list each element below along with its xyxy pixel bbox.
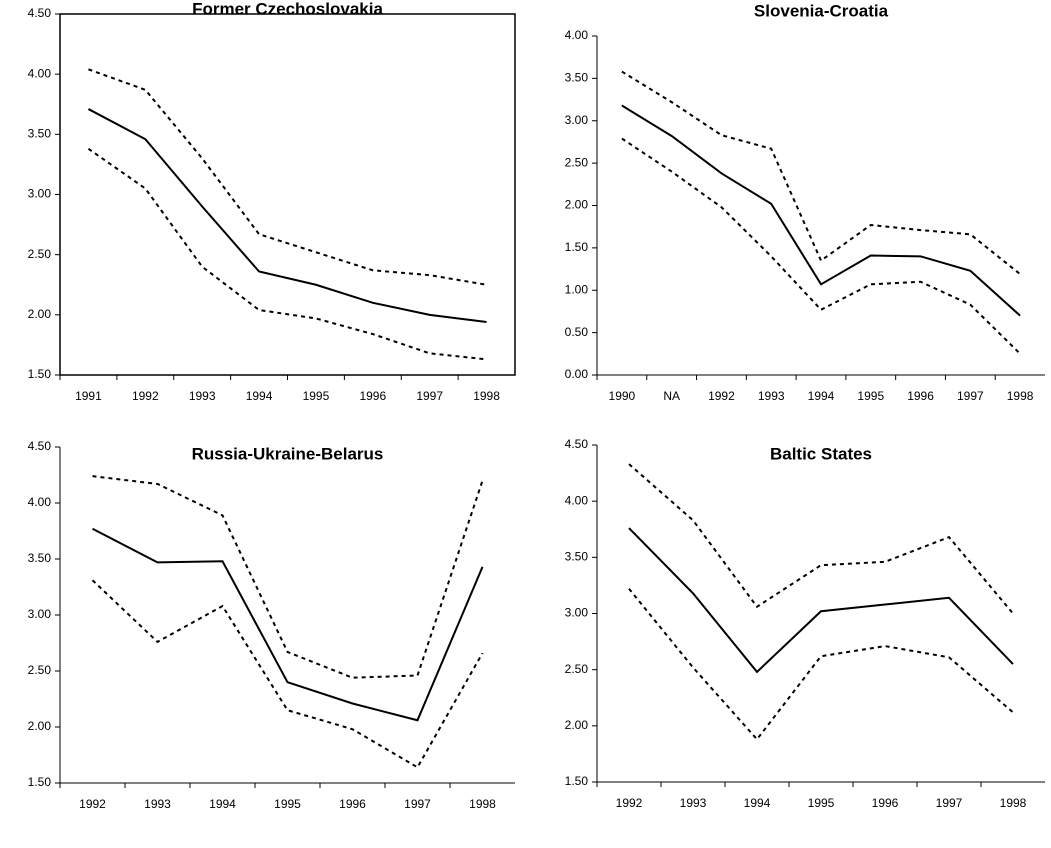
- x-tick-label: 1998: [469, 797, 496, 811]
- y-tick-label: 2.00: [565, 198, 589, 212]
- x-tick-label: 1991: [75, 389, 102, 403]
- x-tick-label: 1997: [416, 389, 443, 403]
- x-tick-label: 1992: [616, 796, 643, 810]
- y-tick-label: 2.00: [28, 719, 52, 733]
- y-tick-label: 3.50: [565, 550, 589, 564]
- y-tick-label: 2.50: [565, 155, 589, 169]
- y-tick-label: 4.00: [28, 66, 52, 80]
- y-tick-label: 1.50: [28, 367, 52, 381]
- y-tick-label: 3.00: [28, 187, 52, 201]
- x-tick-label: 1997: [936, 796, 963, 810]
- chart-title: Slovenia-Croatia: [754, 1, 889, 20]
- series-line: [628, 463, 1014, 615]
- y-tick-label: 2.50: [28, 247, 52, 261]
- x-tick-label: 1994: [246, 389, 273, 403]
- x-tick-label: 1996: [907, 389, 934, 403]
- y-tick-label: 4.50: [28, 6, 52, 20]
- y-tick-label: 3.00: [565, 113, 589, 127]
- y-tick-label: 3.50: [28, 551, 52, 565]
- series-line: [621, 70, 1021, 275]
- y-tick-label: 2.50: [565, 662, 589, 676]
- x-tick-label: NA: [663, 389, 680, 403]
- series-line: [621, 137, 1021, 355]
- x-tick-label: 1998: [1000, 796, 1027, 810]
- x-tick-label: 1998: [473, 389, 500, 403]
- series-line: [88, 68, 487, 286]
- y-tick-label: 4.00: [565, 493, 589, 507]
- series-line: [87, 108, 487, 324]
- y-tick-label: 4.00: [565, 28, 589, 42]
- x-tick-label: 1997: [957, 389, 984, 403]
- y-tick-label: 3.50: [28, 127, 52, 141]
- y-tick-label: 2.00: [28, 307, 52, 321]
- y-tick-label: 1.50: [28, 775, 52, 789]
- series-line: [92, 527, 484, 722]
- y-tick-label: 2.00: [565, 718, 589, 732]
- y-tick-label: 0.50: [565, 325, 589, 339]
- y-tick-label: 4.50: [565, 437, 589, 451]
- x-tick-label: 1997: [404, 797, 431, 811]
- y-tick-label: 4.50: [28, 439, 52, 453]
- y-tick-label: 3.00: [565, 606, 589, 620]
- series-line: [628, 527, 1014, 674]
- x-tick-label: 1993: [680, 796, 707, 810]
- x-tick-label: 1995: [808, 796, 835, 810]
- y-tick-label: 1.50: [565, 774, 589, 788]
- y-tick-label: 1.00: [565, 282, 589, 296]
- y-tick-label: 4.00: [28, 495, 52, 509]
- series-line: [92, 475, 484, 679]
- x-tick-label: 1992: [79, 797, 106, 811]
- y-tick-label: 3.50: [565, 71, 589, 85]
- x-tick-label: 1996: [339, 797, 366, 811]
- x-tick-label: 1994: [209, 797, 236, 811]
- x-tick-label: 1994: [744, 796, 771, 810]
- x-tick-label: 1993: [144, 797, 171, 811]
- x-tick-label: 1996: [872, 796, 899, 810]
- x-tick-label: 1993: [758, 389, 785, 403]
- x-tick-label: 1994: [808, 389, 835, 403]
- x-tick-label: 1993: [189, 389, 216, 403]
- y-tick-label: 1.50: [565, 240, 589, 254]
- x-tick-label: 1995: [274, 797, 301, 811]
- y-tick-label: 3.00: [28, 607, 52, 621]
- plot-frame: [59, 13, 516, 376]
- x-tick-label: 1996: [359, 389, 386, 403]
- chart-title: Russia-Ukraine-Belarus: [192, 444, 384, 463]
- series-line: [91, 579, 484, 769]
- x-tick-label: 1995: [857, 389, 884, 403]
- x-tick-label: 1990: [609, 389, 636, 403]
- x-tick-label: 1992: [132, 389, 159, 403]
- x-tick-label: 1992: [708, 389, 735, 403]
- y-tick-label: 0.00: [565, 367, 589, 381]
- series-line: [621, 104, 1021, 317]
- x-tick-label: 1998: [1007, 389, 1034, 403]
- series-line: [87, 147, 487, 361]
- x-tick-label: 1995: [303, 389, 330, 403]
- chart-title: Baltic States: [770, 444, 872, 463]
- series-line: [628, 588, 1014, 741]
- chart-title: Former Czechoslovakia: [192, 0, 383, 18]
- y-tick-label: 2.50: [28, 663, 52, 677]
